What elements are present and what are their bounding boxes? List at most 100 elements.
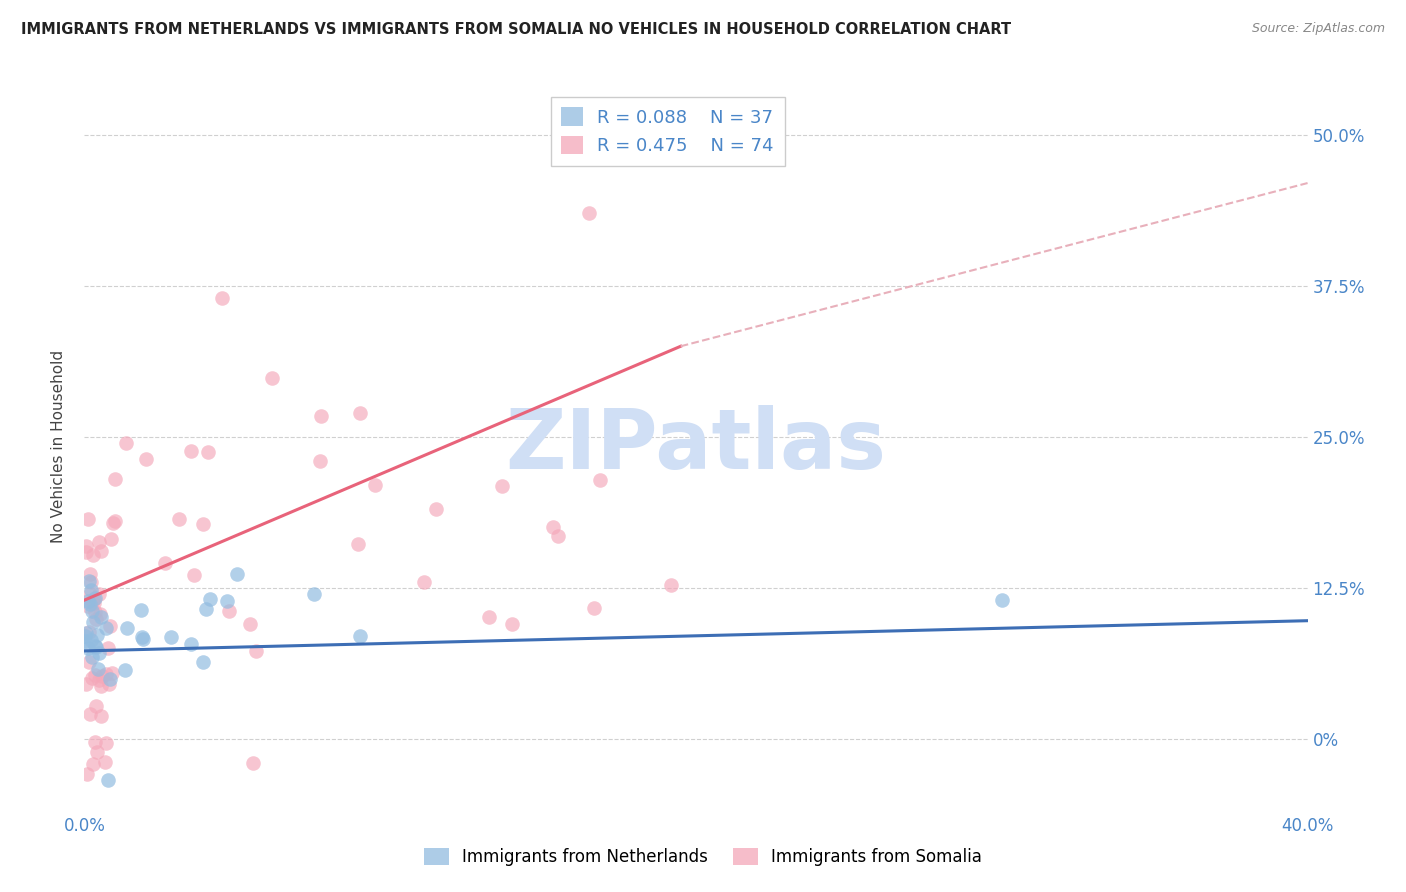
Point <box>98 677 121 691</box>
Point <box>211 291 233 305</box>
Point <box>349 629 371 643</box>
Point <box>103 516 125 530</box>
Point <box>79 655 101 669</box>
Point <box>79 587 101 601</box>
Point <box>80 582 103 597</box>
Point <box>183 568 205 582</box>
Point <box>114 663 136 677</box>
Point <box>93 755 115 769</box>
Point <box>96 666 118 681</box>
Point <box>578 206 600 220</box>
Point <box>131 631 153 645</box>
Point <box>217 593 239 607</box>
Point <box>132 632 155 646</box>
Point <box>80 595 103 609</box>
Point <box>82 548 104 562</box>
Point <box>100 533 122 547</box>
Point <box>75 633 97 648</box>
Point <box>583 601 606 615</box>
Point <box>413 574 436 589</box>
Point <box>242 756 264 771</box>
Point <box>98 672 121 686</box>
Point <box>159 630 181 644</box>
Text: Source: ZipAtlas.com: Source: ZipAtlas.com <box>1251 22 1385 36</box>
Point <box>82 672 104 686</box>
Point <box>82 615 104 629</box>
Point <box>75 677 97 691</box>
Point <box>79 597 101 611</box>
Point <box>83 596 105 610</box>
Point <box>83 668 105 682</box>
Point <box>84 735 107 749</box>
Point <box>76 511 98 525</box>
Point <box>238 617 260 632</box>
Point <box>135 451 157 466</box>
Point <box>309 409 332 424</box>
Point <box>547 529 569 543</box>
Point <box>86 628 108 642</box>
Point <box>94 621 117 635</box>
Point <box>76 599 98 613</box>
Point <box>349 406 371 420</box>
Point <box>87 587 110 601</box>
Point <box>76 594 98 608</box>
Point <box>588 473 610 487</box>
Point <box>180 637 202 651</box>
Point <box>87 662 110 676</box>
Point <box>226 567 249 582</box>
Point <box>194 602 217 616</box>
Point <box>991 593 1014 607</box>
Point <box>86 745 108 759</box>
Point <box>82 756 104 771</box>
Point <box>425 502 447 516</box>
Point <box>84 699 107 714</box>
Point <box>191 517 214 532</box>
Point <box>115 436 138 450</box>
Point <box>198 592 221 607</box>
Point <box>89 607 111 622</box>
Point <box>89 673 111 688</box>
Point <box>83 592 105 607</box>
Point <box>90 610 112 624</box>
Point <box>84 591 107 605</box>
Point <box>75 544 97 558</box>
Point <box>131 603 153 617</box>
Point <box>104 472 127 486</box>
Point <box>75 629 97 643</box>
Point <box>491 478 513 492</box>
Point <box>87 535 110 549</box>
Point <box>180 443 202 458</box>
Point <box>218 604 240 618</box>
Point <box>197 444 219 458</box>
Point <box>79 566 101 581</box>
Point <box>77 641 100 656</box>
Point <box>478 610 501 624</box>
Point <box>302 587 325 601</box>
Point <box>75 539 97 553</box>
Point <box>115 621 138 635</box>
Point <box>364 478 387 492</box>
Point <box>84 612 107 626</box>
Point <box>659 578 682 592</box>
Point <box>90 709 112 723</box>
Point <box>77 625 100 640</box>
Point <box>308 454 330 468</box>
Point <box>80 650 103 665</box>
Legend: R = 0.088    N = 37, R = 0.475    N = 74: R = 0.088 N = 37, R = 0.475 N = 74 <box>551 96 785 166</box>
Point <box>80 632 103 647</box>
Point <box>346 537 368 551</box>
Point <box>104 514 127 528</box>
Point <box>97 641 120 656</box>
Text: ZIPatlas: ZIPatlas <box>506 406 886 486</box>
Point <box>80 604 103 618</box>
Point <box>97 772 120 787</box>
Point <box>89 646 111 660</box>
Point <box>75 626 97 640</box>
Point <box>90 679 112 693</box>
Point <box>260 371 283 385</box>
Point <box>167 512 190 526</box>
Point <box>84 605 107 619</box>
Point <box>84 640 107 654</box>
Y-axis label: No Vehicles in Household: No Vehicles in Household <box>51 350 66 542</box>
Point <box>101 666 124 681</box>
